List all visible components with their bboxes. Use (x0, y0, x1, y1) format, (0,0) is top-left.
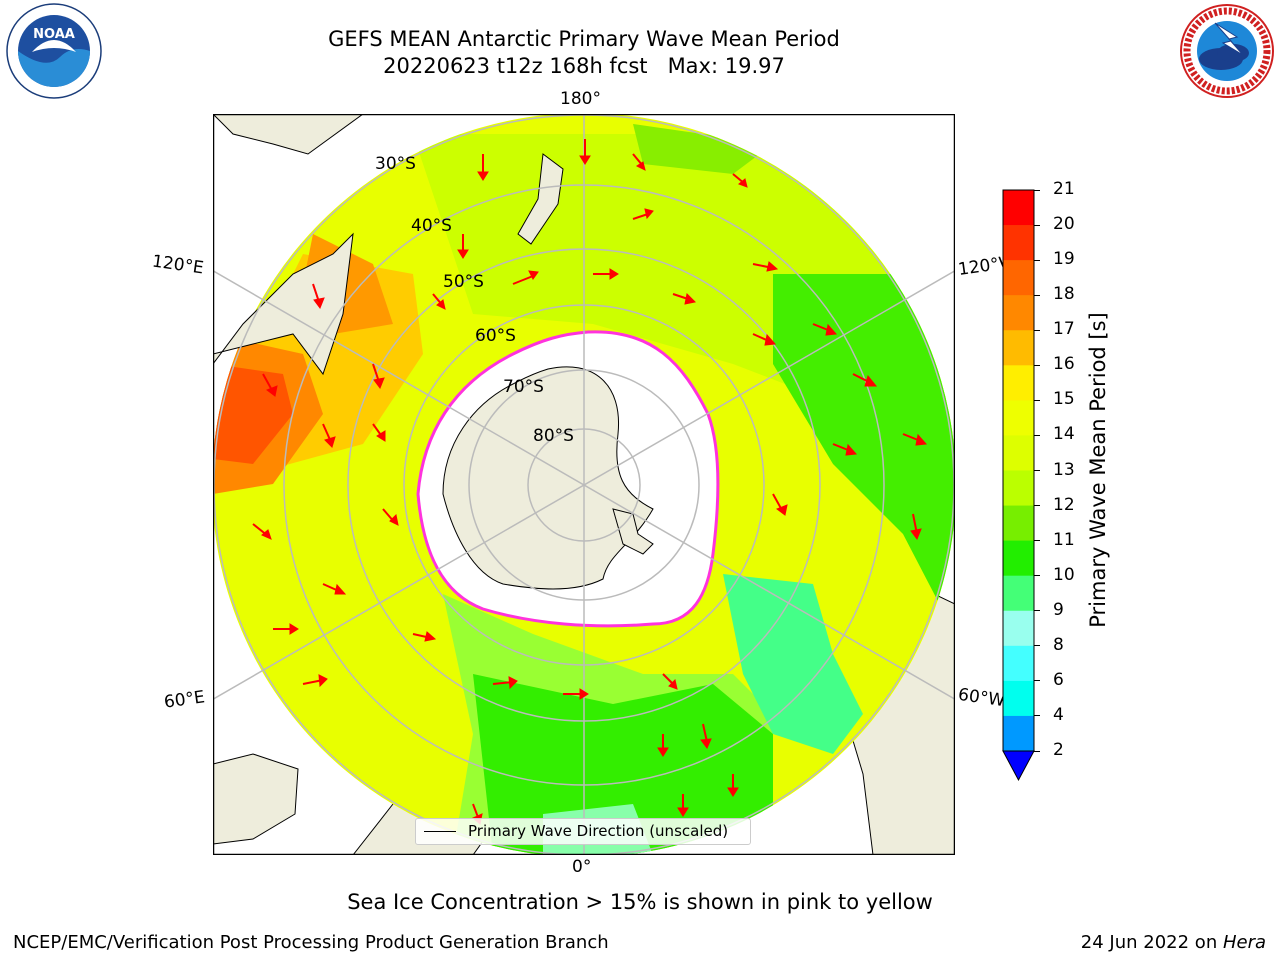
sea-ice-caption: Sea Ice Concentration > 15% is shown in … (347, 890, 933, 914)
colorbar-tick-label: 10 (1053, 564, 1075, 585)
colorbar-tick-label: 19 (1053, 249, 1075, 270)
lat-label-30s: 30°S (375, 154, 416, 174)
footer-date: 24 Jun 2022 on Hera (1081, 932, 1266, 953)
footer-host: Hera (1222, 932, 1266, 953)
colorbar-tick-mark (1034, 575, 1040, 577)
lon-label-60w: 60°W (956, 684, 1007, 712)
colorbar-tick-mark (1034, 434, 1040, 436)
colorbar-cell (1003, 435, 1034, 471)
land-madagascar (213, 753, 299, 845)
lon-label-60e: 60°E (162, 687, 207, 713)
legend-line-icon (424, 831, 456, 832)
lon-label-120e: 120°E (150, 251, 205, 279)
colorbar-cell (1003, 365, 1034, 401)
footer-date-text: 24 Jun 2022 on (1080, 932, 1223, 953)
land-antarctica (442, 366, 654, 590)
colorbar-extend-arrow (1002, 750, 1035, 782)
colorbar-cell (1003, 575, 1034, 612)
field-band-12 (413, 134, 955, 534)
colorbar-tick-mark (1034, 610, 1040, 612)
colorbar-tick-label: 20 (1053, 214, 1075, 235)
colorbar-tick-label: 11 (1053, 529, 1075, 550)
colorbar-tick-label: 17 (1053, 319, 1075, 340)
colorbar-cell (1003, 715, 1034, 752)
noaa-logo: NOAA (6, 3, 102, 99)
lon-label-0: 0° (572, 857, 592, 877)
colorbar-cell (1003, 610, 1034, 647)
colorbar-tick-mark (1034, 750, 1040, 752)
colorbar-tick-mark (1034, 680, 1040, 682)
colorbar-tick-label: 15 (1053, 389, 1075, 410)
colorbar-tick-label: 14 (1053, 424, 1075, 445)
colorbar-tick-mark (1034, 505, 1040, 507)
field-band-11-north (633, 124, 773, 174)
colorbar-tick-label: 9 (1053, 599, 1064, 620)
colorbar-tick-mark (1034, 189, 1040, 191)
colorbar-tick-label: 4 (1053, 704, 1064, 725)
nws-logo (1180, 4, 1274, 98)
colorbar-cell (1003, 470, 1034, 507)
colorbar-cell (1003, 225, 1034, 261)
land-australia (213, 232, 354, 376)
chart-subtitle: 20220623 t12z 168h fcst Max: 19.97 (383, 54, 785, 78)
colorbar-cell (1003, 295, 1034, 331)
colorbar-tick-mark (1034, 259, 1040, 261)
colorbar-cell (1003, 260, 1034, 296)
wave-arrows (252, 139, 928, 825)
map-legend: Primary Wave Direction (unscaled) (415, 818, 751, 845)
colorbar-tick-label: 8 (1053, 634, 1064, 655)
legend-label: Primary Wave Direction (unscaled) (468, 822, 729, 840)
polar-map: 30°S 40°S 50°S 60°S 70°S 80°S (213, 114, 955, 855)
colorbar-cell (1003, 330, 1034, 366)
lat-label-40s: 40°S (411, 216, 452, 236)
field-band-11-east (773, 274, 955, 634)
land-australia-east (213, 114, 364, 155)
colorbar-tick-label: 6 (1053, 669, 1064, 690)
lat-label-80s: 80°S (533, 426, 574, 446)
colorbar-tick-label: 12 (1053, 494, 1075, 515)
field-band-10-drake (723, 574, 863, 754)
land-new-zealand (517, 153, 564, 245)
colorbar-tick-mark (1034, 470, 1040, 471)
lat-label-60s: 60°S (475, 326, 516, 346)
colorbar-tick-label: 16 (1053, 354, 1075, 375)
colorbar-tick-label: 21 (1053, 179, 1075, 199)
map-frame (213, 114, 955, 855)
colorbar-tick-mark (1034, 540, 1040, 542)
colorbar-tick-label: 13 (1053, 459, 1075, 480)
chart-title: GEFS MEAN Antarctic Primary Wave Mean Pe… (328, 27, 840, 51)
lat-label-70s: 70°S (503, 377, 544, 397)
colorbar-tick-mark (1034, 399, 1040, 401)
lon-label-180: 180° (560, 89, 601, 109)
colorbar-cell (1003, 645, 1034, 682)
colorbar-cell (1003, 680, 1034, 717)
colorbar-cell (1003, 505, 1034, 542)
colorbar-label: Primary Wave Mean Period [s] (1086, 312, 1110, 628)
colorbar (1002, 189, 1035, 782)
colorbar-tick-mark (1034, 364, 1040, 366)
colorbar-tick-mark (1034, 715, 1040, 717)
colorbar-cell (1003, 190, 1034, 226)
noaa-logo-text: NOAA (33, 27, 75, 42)
colorbar-cell (1003, 400, 1034, 436)
footer-credit: NCEP/EMC/Verification Post Processing Pr… (13, 932, 609, 953)
colorbar-cell (1003, 540, 1034, 577)
colorbar-tick-mark (1034, 329, 1040, 331)
colorbar-tick-mark (1034, 224, 1040, 226)
colorbar-tick-mark (1034, 645, 1040, 647)
colorbar-tick-label: 2 (1053, 740, 1064, 760)
colorbar-tick-label: 18 (1053, 284, 1075, 305)
field-band-11-south (473, 674, 773, 855)
lat-label-50s: 50°S (443, 272, 484, 292)
colorbar-tick-mark (1034, 294, 1040, 296)
